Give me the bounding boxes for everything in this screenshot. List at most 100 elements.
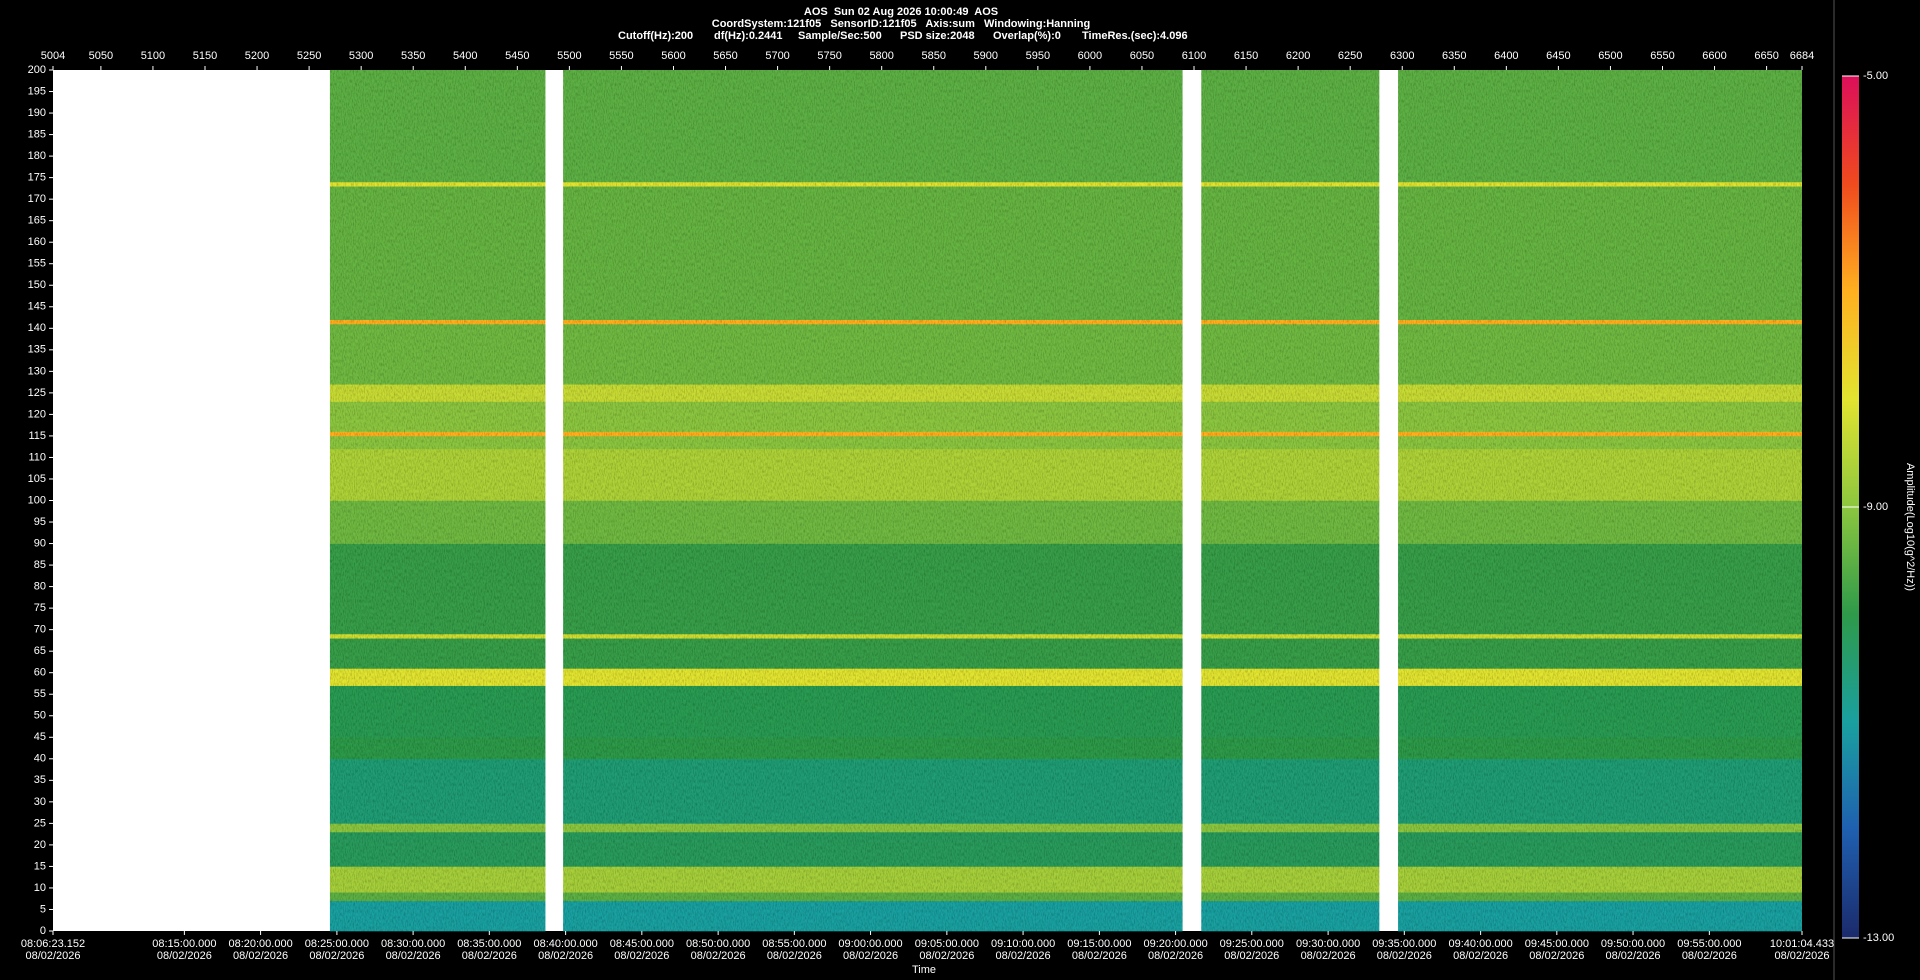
spectrogram-cell xyxy=(563,900,1183,932)
time-tick-label: 08:15:00.000 xyxy=(152,938,216,950)
spectrogram-cells xyxy=(329,70,1802,932)
x-tick-label: 6550 xyxy=(1650,50,1674,62)
spectrogram-cell xyxy=(1201,638,1380,669)
spectrogram-cell xyxy=(329,186,546,320)
spectrogram-cell xyxy=(329,431,546,437)
spectrogram-cell xyxy=(329,70,546,183)
spectrogram-cell xyxy=(563,70,1183,183)
spectrogram-cell xyxy=(329,323,546,385)
spectrogram-cell xyxy=(329,831,546,867)
spectrogram-cell xyxy=(563,500,1183,544)
x-tick-label: 5150 xyxy=(193,50,217,62)
spectrogram-cell xyxy=(563,831,1183,867)
y-tick-label: 145 xyxy=(28,301,46,313)
time-tick-date: 08/02/2026 xyxy=(462,950,517,962)
x-tick-label: 6500 xyxy=(1598,50,1622,62)
x-tick-label: 5300 xyxy=(349,50,373,62)
time-tick-label: 09:55:00.000 xyxy=(1677,938,1741,950)
spectrogram-cell xyxy=(1201,401,1380,432)
spectrogram-cell xyxy=(563,892,1183,902)
parameter: PSD size:2048 xyxy=(900,30,975,42)
spectrogram-cell xyxy=(1398,401,1802,432)
spectrogram-cell xyxy=(329,543,546,635)
spectrogram-cell xyxy=(1201,186,1380,320)
x-tick-label: 5650 xyxy=(713,50,737,62)
spectrogram-cell xyxy=(563,323,1183,385)
time-tick-label: 09:05:00.000 xyxy=(915,938,979,950)
spectrogram-cell xyxy=(329,900,546,932)
y-tick-label: 75 xyxy=(34,602,46,614)
y-tick-label: 70 xyxy=(34,624,46,636)
spectrogram-cell xyxy=(329,758,546,824)
spectrogram-cell xyxy=(1398,319,1802,325)
time-tick-label: 08:55:00.000 xyxy=(762,938,826,950)
spectrogram-cell xyxy=(563,181,1183,187)
x-tick-label: 6000 xyxy=(1078,50,1102,62)
parameter: Cutoff(Hz):200 xyxy=(618,30,693,42)
y-tick-label: 85 xyxy=(34,559,46,571)
y-tick-label: 120 xyxy=(28,408,46,420)
y-tick-label: 180 xyxy=(28,150,46,162)
parameter: Overlap(%):0 xyxy=(993,30,1061,42)
spectrogram-cell xyxy=(1201,448,1380,501)
x-tick-label: 5100 xyxy=(141,50,165,62)
time-tick-date: 08/02/2026 xyxy=(996,950,1051,962)
spectrogram-cell xyxy=(1201,892,1380,902)
spectrogram-cell xyxy=(329,668,546,686)
y-tick-label: 45 xyxy=(34,731,46,743)
x-tick-label: 5400 xyxy=(453,50,477,62)
spectrogram-cell xyxy=(1201,384,1380,402)
spectrogram-cell xyxy=(1201,500,1380,544)
time-tick-label: 09:25:00.000 xyxy=(1220,938,1284,950)
colorbar-tick-label: -9.00 xyxy=(1863,501,1888,513)
y-tick-label: 90 xyxy=(34,537,46,549)
spectrogram-cell xyxy=(329,401,546,432)
time-tick-label: 08:25:00.000 xyxy=(305,938,369,950)
x-tick-label: 6300 xyxy=(1390,50,1414,62)
time-tick-label: 08:40:00.000 xyxy=(534,938,598,950)
spectrogram-cell xyxy=(329,823,546,833)
x-tick-label: 5900 xyxy=(974,50,998,62)
chart-subtitle: CoordSystem:121f05 SensorID:121f05 Axis:… xyxy=(712,18,1090,30)
spectrogram-cell xyxy=(329,866,546,893)
spectrogram-cell xyxy=(329,633,546,639)
time-tick-date: 08/02/2026 xyxy=(1072,950,1127,962)
spectrogram-cell xyxy=(1398,633,1802,639)
y-tick-label: 30 xyxy=(34,796,46,808)
x-axis-label: Time xyxy=(912,964,936,976)
x-tick-label: 5850 xyxy=(922,50,946,62)
y-tick-label: 130 xyxy=(28,365,46,377)
y-tick-label: 0 xyxy=(40,925,46,937)
x-tick-label: 5004 xyxy=(41,50,65,62)
x-tick-label: 5800 xyxy=(869,50,893,62)
spectrogram-cell xyxy=(563,668,1183,686)
time-tick-label: 08:35:00.000 xyxy=(457,938,521,950)
spectrogram-cell xyxy=(1398,323,1802,385)
time-tick-label: 08:06:23.152 xyxy=(21,938,85,950)
y-tick-label: 190 xyxy=(28,107,46,119)
spectrogram-cell xyxy=(563,823,1183,833)
spectrogram-cell xyxy=(329,638,546,669)
spectrogram-cell xyxy=(1398,866,1802,893)
spectrogram-cell xyxy=(1398,685,1802,738)
spectrogram-cell xyxy=(563,435,1183,450)
spectrogram-cell xyxy=(1201,431,1380,437)
x-tick-label: 5350 xyxy=(401,50,425,62)
x-tick-label: 5200 xyxy=(245,50,269,62)
y-tick-label: 80 xyxy=(34,581,46,593)
spectrogram-cell xyxy=(563,633,1183,639)
spectrogram-cell xyxy=(1201,758,1380,824)
y-tick-label: 95 xyxy=(34,516,46,528)
spectrogram-cell xyxy=(329,685,546,738)
spectrogram-cell xyxy=(1201,831,1380,867)
spectrogram-cell xyxy=(329,892,546,902)
spectrogram-cell xyxy=(1398,638,1802,669)
spectrogram-cell xyxy=(563,448,1183,501)
spectrogram-cell xyxy=(1201,323,1380,385)
spectrogram-cell xyxy=(1201,543,1380,635)
x-tick-label: 5450 xyxy=(505,50,529,62)
spectrogram-cell xyxy=(1398,70,1802,183)
x-tick-label: 6050 xyxy=(1130,50,1154,62)
time-tick-date: 08/02/2026 xyxy=(1682,950,1737,962)
y-tick-label: 40 xyxy=(34,753,46,765)
